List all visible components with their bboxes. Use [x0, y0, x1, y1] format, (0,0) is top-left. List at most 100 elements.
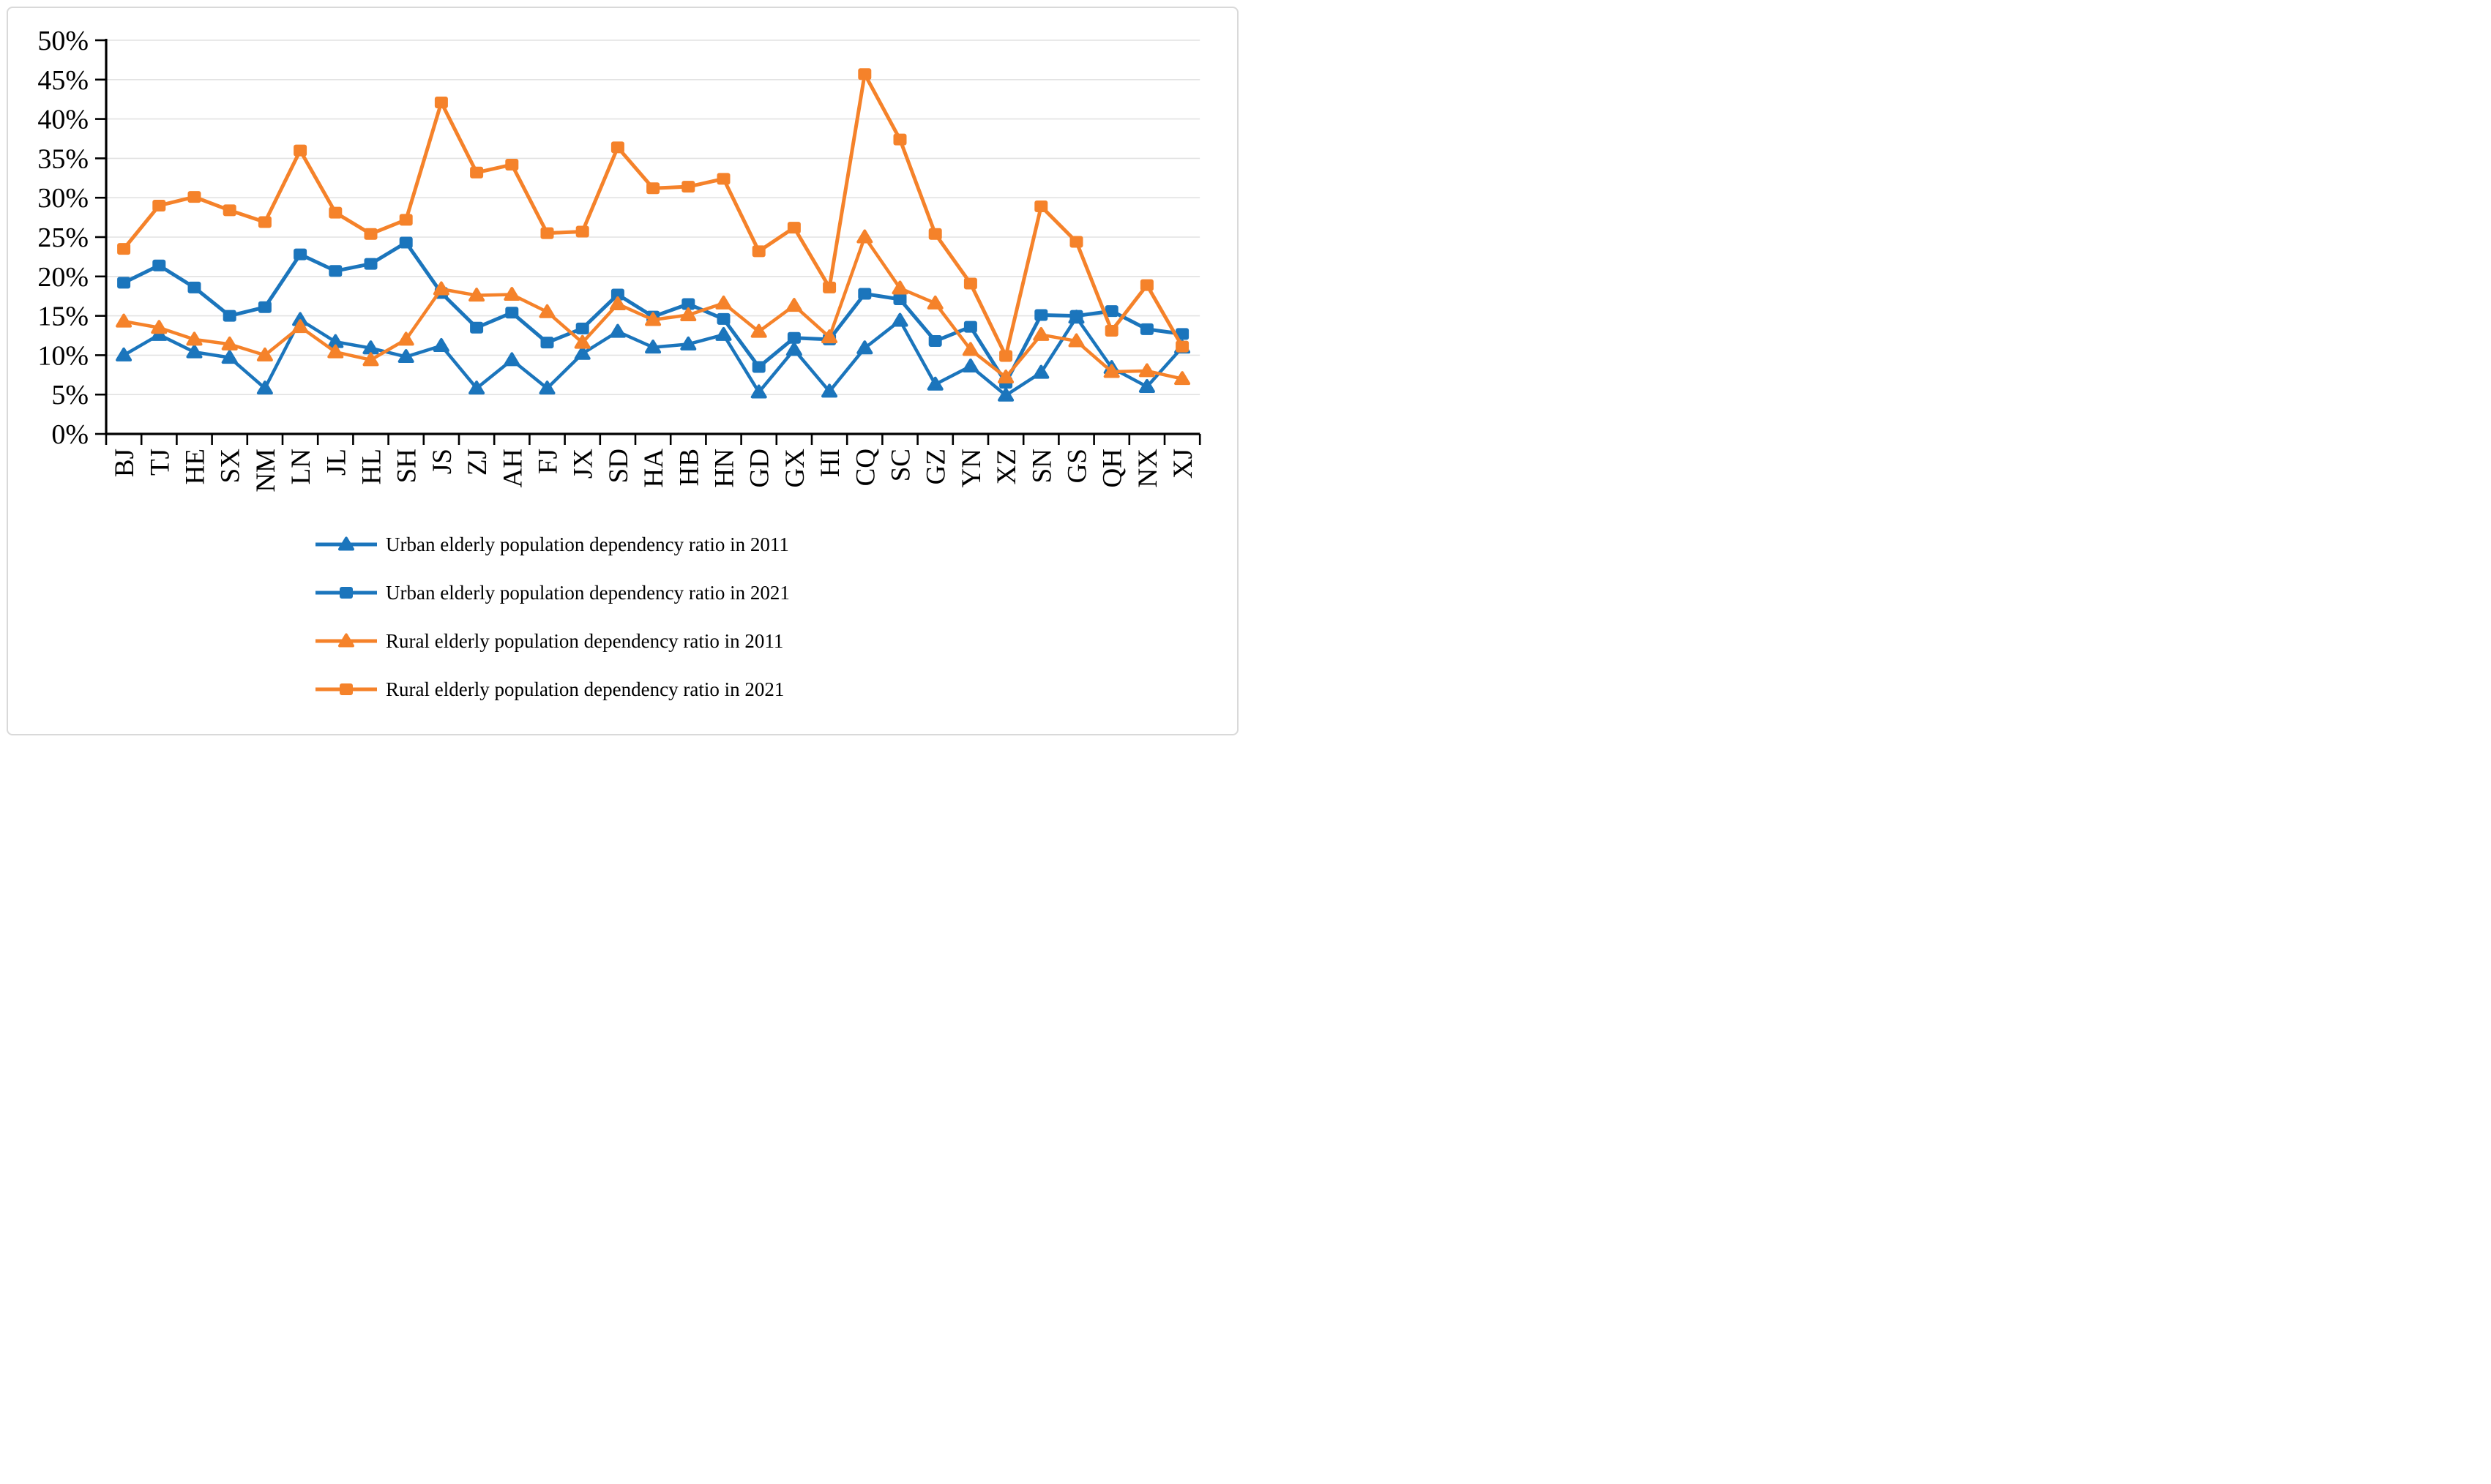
series-2 [116, 229, 1191, 386]
legend-marker-icon [315, 683, 377, 695]
square-marker [329, 206, 343, 219]
square-marker [294, 248, 307, 261]
triangle-marker [680, 336, 697, 351]
square-marker [1176, 340, 1190, 353]
square-marker [1034, 309, 1048, 321]
x-category-label: SH [392, 449, 422, 483]
y-tick-label: 40% [37, 105, 89, 135]
y-tick-label: 50% [37, 26, 89, 56]
square-marker [893, 293, 907, 306]
square-marker [999, 350, 1013, 362]
triangle-marker [574, 345, 591, 360]
triangle-marker [1138, 363, 1155, 378]
x-category-label: TJ [145, 449, 175, 476]
triangle-marker [151, 320, 168, 334]
legend-item: Urban elderly population dependency rati… [314, 520, 790, 569]
square-marker [117, 243, 131, 255]
square-marker [963, 277, 977, 290]
square-marker [1105, 305, 1118, 318]
y-tick-label: 0% [51, 419, 89, 450]
square-marker [434, 97, 448, 109]
triangle-marker [645, 312, 662, 326]
square-marker [646, 182, 660, 195]
square-marker [752, 245, 766, 258]
y-tick-label: 10% [37, 340, 89, 371]
y-tick-label: 30% [37, 183, 89, 214]
x-category-label: HA [639, 449, 669, 488]
x-category-label: XZ [992, 449, 1022, 484]
x-category-label: GD [745, 449, 775, 487]
x-category-label: NX [1133, 449, 1163, 488]
square-marker [152, 199, 166, 211]
triangle-marker [338, 633, 354, 648]
x-category-label: HB [674, 449, 704, 486]
legend-item: Urban elderly population dependency rati… [314, 569, 790, 617]
triangle-marker [1033, 326, 1050, 341]
legend-item: Rural elderly population dependency rati… [314, 665, 790, 713]
triangle-marker [962, 358, 979, 372]
triangle-marker [1138, 378, 1155, 393]
triangle-marker [504, 287, 520, 301]
square-marker [1105, 325, 1118, 337]
legend-label: Urban elderly population dependency rati… [386, 581, 790, 604]
square-marker [258, 216, 272, 228]
square-marker [823, 281, 837, 293]
square-marker [717, 173, 731, 185]
x-category-label: JS [427, 449, 458, 474]
triangle-marker [680, 307, 697, 322]
x-category-label: HL [357, 449, 387, 484]
x-category-label: AH [498, 449, 528, 487]
square-marker [893, 133, 907, 146]
square-marker [928, 335, 942, 348]
square-marker [505, 307, 519, 319]
chart-border: 0% 5% 10% 15% 20% 25% 30% 35% 40% 45% 50% BJ TJ HE SX N… [7, 7, 1239, 735]
y-tick-label: 25% [37, 222, 89, 253]
triangle-marker [539, 381, 556, 395]
square-marker [399, 214, 413, 226]
triangle-marker [151, 326, 168, 341]
triangle-marker [856, 340, 873, 355]
triangle-marker [1068, 333, 1085, 348]
triangle-marker [1103, 364, 1120, 378]
triangle-marker [539, 304, 556, 318]
x-category-label: QH [1098, 449, 1128, 487]
square-marker [1140, 279, 1154, 291]
triangle-marker [892, 312, 908, 327]
triangle-marker [785, 298, 802, 312]
square-marker [1034, 201, 1048, 213]
x-category-label: SD [604, 449, 634, 483]
square-marker [117, 277, 131, 289]
x-category-label: SN [1027, 449, 1057, 483]
x-category-label: JL [321, 449, 351, 476]
legend-label: Rural elderly population dependency rati… [386, 629, 784, 652]
triangle-marker [785, 342, 802, 356]
triangle-marker [1174, 371, 1191, 386]
square-marker [340, 587, 353, 599]
triangle-marker [433, 281, 449, 296]
x-category-label: GZ [922, 449, 952, 484]
triangle-marker [362, 340, 379, 355]
legend: Urban elderly population dependency rati… [314, 520, 790, 713]
x-category-label: GS [1063, 449, 1093, 483]
triangle-marker [1033, 364, 1050, 379]
triangle-marker [927, 295, 944, 310]
x-category-label: BJ [110, 449, 140, 477]
y-tick-label: 35% [37, 143, 89, 174]
triangle-marker [397, 331, 414, 346]
triangle-marker [962, 342, 979, 356]
triangle-marker [574, 334, 591, 349]
square-marker [505, 159, 519, 171]
square-marker [399, 236, 413, 249]
x-category-label: GX [780, 449, 810, 488]
triangle-marker [256, 381, 273, 395]
triangle-marker [750, 384, 767, 399]
y-tick-label: 45% [37, 65, 89, 96]
square-marker [294, 144, 307, 157]
triangle-marker [186, 344, 203, 359]
square-marker [1069, 236, 1083, 248]
square-marker [1069, 310, 1083, 322]
series-0 [116, 310, 1191, 402]
triangle-marker [397, 349, 414, 364]
y-tick-label: 5% [51, 380, 89, 411]
square-marker [340, 683, 353, 695]
